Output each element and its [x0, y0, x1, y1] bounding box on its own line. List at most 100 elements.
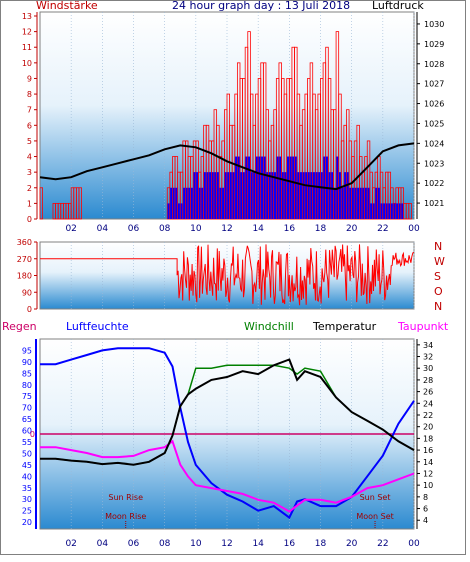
- gust-bar: [297, 172, 300, 219]
- temperature-y-tick-label: 6: [423, 505, 428, 514]
- gust-bar: [289, 156, 292, 219]
- gust-bar: [349, 187, 352, 219]
- gust-bar: [380, 203, 383, 219]
- humidity-y-tick-label: 50: [22, 449, 32, 458]
- wind-x-tick-label: 20: [346, 224, 358, 234]
- gust-bar: [388, 203, 391, 219]
- gust-bar: [292, 156, 295, 219]
- wind-y-tick-label: 0: [27, 215, 32, 224]
- compass-label: N: [434, 240, 442, 253]
- humidity-y-tick-label: 45: [22, 461, 32, 470]
- pressure-y-tick-label: 1021: [424, 199, 444, 208]
- gust-bar: [167, 203, 170, 219]
- temperature-x-tick-label: 22: [377, 539, 388, 549]
- gust-bar: [390, 203, 393, 219]
- chart-title: 24 hour graph day : 13 Juli 2018: [172, 0, 351, 12]
- wind-direction-line: [40, 244, 415, 306]
- gust-bar: [250, 172, 253, 219]
- wind-x-tick-label: 08: [159, 224, 171, 234]
- dewpoint-legend: Taupunkt: [398, 320, 449, 333]
- wind-y-tick-label: 12: [22, 28, 32, 37]
- wind-x-tick-label: 16: [284, 224, 296, 234]
- gust-bar: [320, 172, 323, 219]
- compass-label: O: [434, 285, 443, 298]
- wind-axis-title: Windstärke: [36, 0, 98, 12]
- wind-y-tick-label: 2: [27, 184, 32, 193]
- temperature-y-tick-label: 12: [423, 469, 433, 478]
- gust-bar: [377, 187, 380, 219]
- wind-bar: [408, 202, 412, 220]
- gust-bar: [351, 187, 354, 219]
- gust-bar: [180, 203, 183, 219]
- direction-y-tick-label: 0: [27, 305, 32, 314]
- gust-bar: [190, 187, 193, 219]
- gust-bar: [222, 187, 225, 219]
- temperature-y-tick-label: 22: [423, 411, 433, 420]
- gust-bar: [261, 156, 264, 219]
- temperature-x-tick-label: 02: [65, 539, 76, 549]
- temperature-x-tick-label: 16: [284, 539, 296, 549]
- gust-bar: [209, 172, 212, 219]
- temperature-y-tick-label: 18: [423, 434, 433, 443]
- gust-bar: [237, 156, 240, 219]
- gust-bar: [401, 203, 404, 219]
- temperature-y-tick-label: 34: [423, 341, 433, 350]
- gust-bar: [196, 172, 199, 219]
- gust-bar: [279, 156, 282, 219]
- gust-bar: [258, 156, 261, 219]
- direction-y-tick-label: 180: [17, 272, 32, 281]
- gust-bar: [170, 187, 173, 219]
- wind-x-tick-label: 00: [408, 224, 420, 234]
- pressure-y-tick-label: 1030: [424, 20, 444, 29]
- rain-axis-title: Regen: [2, 320, 37, 333]
- gust-bar: [276, 156, 279, 219]
- gust-bar: [216, 172, 219, 219]
- gust-bar: [385, 203, 388, 219]
- gust-bar: [375, 187, 378, 219]
- gust-bar: [263, 156, 266, 219]
- gust-bar: [341, 187, 344, 219]
- temperature-y-tick-label: 30: [423, 364, 433, 373]
- gust-bar: [229, 172, 232, 219]
- temperature-x-tick-label: 00: [408, 539, 420, 549]
- rain-value-label: 0: [30, 430, 35, 439]
- gust-bar: [206, 172, 209, 219]
- gust-bar: [331, 172, 334, 219]
- gust-bar: [307, 172, 310, 219]
- temperature-x-tick-label: 08: [159, 539, 171, 549]
- humidity-y-tick-label: 70: [22, 404, 32, 413]
- wind-y-tick-label: 4: [27, 153, 32, 162]
- gust-bar: [302, 172, 305, 219]
- wind-x-tick-label: 12: [221, 224, 232, 234]
- gust-bar: [338, 172, 341, 219]
- temperature-y-tick-label: 24: [423, 399, 433, 408]
- sun-rise-label: Sun Rise: [108, 493, 143, 502]
- gust-bar: [313, 172, 316, 219]
- gust-bar: [214, 172, 217, 219]
- temperature-legend: Temperatur: [313, 320, 377, 333]
- pressure-y-tick-label: 1028: [424, 60, 444, 69]
- gust-bar: [328, 172, 331, 219]
- direction-y-tick-label: 360: [17, 238, 32, 247]
- wind-bar: [78, 187, 82, 220]
- temperature-x-tick-label: 10: [190, 539, 202, 549]
- wind-pressure-panel: 02 04 06 08 10 12 14 16 18 20 22 000123456789101112…: [22, 11, 444, 234]
- gust-bar: [185, 187, 188, 219]
- gust-bar: [294, 156, 297, 219]
- chart-frame: [0, 0, 466, 555]
- humidity-y-tick-label: 20: [22, 518, 32, 527]
- temperature-y-tick-label: 8: [423, 493, 428, 502]
- gust-bar: [203, 172, 206, 219]
- pressure-y-tick-label: 1025: [424, 119, 444, 128]
- pressure-y-tick-label: 1027: [424, 80, 444, 89]
- direction-y-tick-label: 270: [17, 255, 32, 264]
- wind-y-tick-label: 6: [27, 121, 32, 130]
- dewpoint-line: [40, 439, 415, 513]
- wind-x-tick-label: 04: [97, 224, 109, 234]
- wind-x-tick-label: 06: [128, 224, 140, 234]
- gust-bar: [318, 172, 321, 219]
- gust-bar: [333, 187, 336, 219]
- gust-bar: [219, 187, 222, 219]
